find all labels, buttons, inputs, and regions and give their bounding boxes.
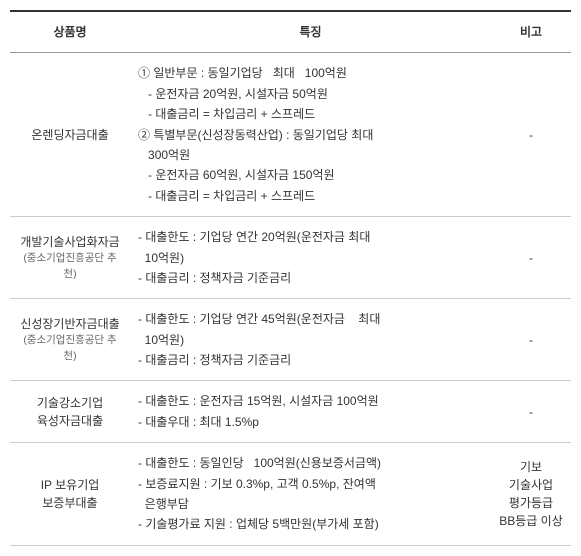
feature-line: 10억원) (138, 330, 483, 350)
cell-note: - (491, 217, 571, 299)
feature-line: - 대출금리 : 정책자금 기준금리 (138, 350, 483, 370)
table-row: 개발기술사업화자금(중소기업진흥공단 추천)- 대출한도 : 기업당 연간 20… (10, 217, 571, 299)
feature-line: ① 일반부문 : 동일기업당 최대 100억원 (138, 63, 483, 83)
feature-line: - 보증료지원 : 기보 0.3%p, 고객 0.5%p, 잔여액 (138, 474, 483, 494)
feature-line: 10억원) (138, 248, 483, 268)
feature-line: - 운전자금 20억원, 시설자금 50억원 (138, 84, 483, 104)
feature-line: - 대출우대 : 최대 1.5%p (138, 412, 483, 432)
cell-note: 기보 기술사업 평가등급 BB등급 이상 (491, 443, 571, 546)
product-name-main: 신성장기반자금대출 (18, 315, 122, 333)
product-name-main: IP 보유기업 보증부대출 (18, 476, 122, 512)
product-name-sub: (중소기업진흥공단 추천) (18, 251, 122, 283)
header-row: 상품명 특징 비고 (10, 11, 571, 53)
product-name-main: 온렌딩자금대출 (18, 126, 122, 144)
cell-name: 온렌딩자금대출 (10, 53, 130, 217)
cell-name: 개발기술사업화자금(중소기업진흥공단 추천) (10, 217, 130, 299)
product-name-main: 기술강소기업 육성자금대출 (18, 394, 122, 430)
cell-note: - (491, 53, 571, 217)
header-feature: 특징 (130, 11, 491, 53)
feature-line: - 대출한도 : 기업당 연간 45억원(운전자금 최대 (138, 309, 483, 329)
feature-line: - 대출한도 : 운전자금 15억원, 시설자금 100억원 (138, 391, 483, 411)
feature-line: - 기술평가료 지원 : 업체당 5백만원(부가세 포함) (138, 514, 483, 534)
cell-name: IP 보유기업 보증부대출 (10, 443, 130, 546)
table-row: 신성장기반자금대출(중소기업진흥공단 추천)- 대출한도 : 기업당 연간 45… (10, 299, 571, 381)
feature-line: ② 특별부문(신성장동력산업) : 동일기업당 최대 (138, 125, 483, 145)
feature-line: 은행부담 (138, 494, 483, 514)
cell-feature: - 대출한도 : 기업당 연간 20억원(운전자금 최대 10억원)- 대출금리… (130, 217, 491, 299)
feature-line: 300억원 (138, 145, 483, 165)
feature-line: - 대출금리 = 차입금리 + 스프레드 (138, 104, 483, 124)
feature-line: - 대출금리 : 정책자금 기준금리 (138, 268, 483, 288)
product-table: 상품명 특징 비고 온렌딩자금대출 ① 일반부문 : 동일기업당 최대 100억원… (10, 10, 571, 546)
cell-name: 기술강소기업 육성자금대출 (10, 381, 130, 443)
product-name-sub: (중소기업진흥공단 추천) (18, 333, 122, 365)
feature-line: - 대출한도 : 기업당 연간 20억원(운전자금 최대 (138, 227, 483, 247)
feature-line: - 대출한도 : 동일인당 100억원(신용보증서금액) (138, 453, 483, 473)
cell-feature: - 대출한도 : 동일인당 100억원(신용보증서금액)- 보증료지원 : 기보… (130, 443, 491, 546)
product-name-main: 개발기술사업화자금 (18, 233, 122, 251)
table-body: 온렌딩자금대출 ① 일반부문 : 동일기업당 최대 100억원 - 운전자금 20… (10, 53, 571, 545)
header-name: 상품명 (10, 11, 130, 53)
cell-feature: ① 일반부문 : 동일기업당 최대 100억원 - 운전자금 20억원, 시설자… (130, 53, 491, 217)
cell-note: - (491, 381, 571, 443)
cell-name: 신성장기반자금대출(중소기업진흥공단 추천) (10, 299, 130, 381)
cell-feature: - 대출한도 : 기업당 연간 45억원(운전자금 최대 10억원)- 대출금리… (130, 299, 491, 381)
feature-line: - 대출금리 = 차입금리 + 스프레드 (138, 186, 483, 206)
table-row: 온렌딩자금대출 ① 일반부문 : 동일기업당 최대 100억원 - 운전자금 20… (10, 53, 571, 217)
cell-feature: - 대출한도 : 운전자금 15억원, 시설자금 100억원- 대출우대 : 최… (130, 381, 491, 443)
table-row: 기술강소기업 육성자금대출- 대출한도 : 운전자금 15억원, 시설자금 10… (10, 381, 571, 443)
table-row: IP 보유기업 보증부대출- 대출한도 : 동일인당 100억원(신용보증서금액… (10, 443, 571, 546)
feature-line: - 운전자금 60억원, 시설자금 150억원 (138, 165, 483, 185)
header-note: 비고 (491, 11, 571, 53)
cell-note: - (491, 299, 571, 381)
